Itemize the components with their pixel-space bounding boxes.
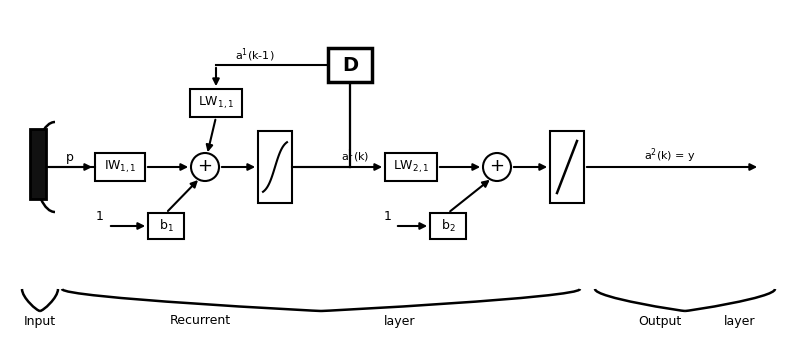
Bar: [550, 131, 584, 203]
Text: a$^1$(k-1): a$^1$(k-1): [235, 46, 274, 64]
Bar: [190, 89, 242, 117]
Bar: [148, 213, 184, 239]
Text: IW$_{1,1}$: IW$_{1,1}$: [104, 159, 136, 175]
Bar: [95, 153, 145, 181]
Text: Output: Output: [638, 315, 682, 327]
Circle shape: [191, 153, 219, 181]
Text: a$^1$(k): a$^1$(k): [341, 147, 369, 165]
Circle shape: [483, 153, 511, 181]
Text: 1: 1: [384, 210, 392, 222]
Bar: [385, 153, 437, 181]
Text: D: D: [342, 55, 358, 75]
Text: +: +: [490, 157, 505, 175]
Text: layer: layer: [724, 315, 756, 327]
Bar: [258, 131, 292, 203]
Text: b$_1$: b$_1$: [158, 218, 174, 234]
Text: 1: 1: [96, 210, 104, 222]
Text: LW$_{2,1}$: LW$_{2,1}$: [393, 159, 429, 175]
Text: Input: Input: [24, 315, 56, 327]
Bar: [328, 48, 372, 82]
Bar: [30, 129, 46, 199]
Text: Recurrent: Recurrent: [170, 315, 230, 327]
Text: a$^2$(k) = y: a$^2$(k) = y: [644, 147, 696, 165]
Bar: [430, 213, 466, 239]
Text: LW$_{1,1}$: LW$_{1,1}$: [198, 95, 234, 111]
Text: layer: layer: [384, 315, 416, 327]
Text: b$_2$: b$_2$: [441, 218, 455, 234]
Text: +: +: [198, 157, 213, 175]
Text: p: p: [66, 151, 74, 164]
